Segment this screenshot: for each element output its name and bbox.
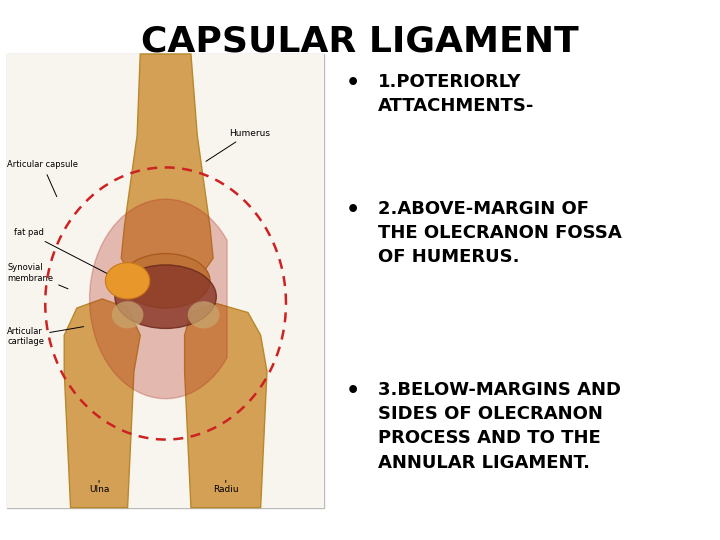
- Text: •: •: [346, 381, 360, 401]
- Ellipse shape: [121, 254, 210, 308]
- Text: 1.POTERIORLY
ATTACHMENTS-: 1.POTERIORLY ATTACHMENTS-: [378, 73, 534, 115]
- Ellipse shape: [105, 262, 150, 299]
- Bar: [7, 54, 324, 508]
- Bar: [7, 54, 324, 508]
- Text: fat pad: fat pad: [14, 228, 119, 280]
- Polygon shape: [184, 303, 267, 508]
- Ellipse shape: [112, 301, 143, 328]
- Polygon shape: [121, 54, 213, 294]
- Polygon shape: [89, 199, 227, 399]
- Text: Synovial
membrane: Synovial membrane: [7, 264, 68, 289]
- Text: CAPSULAR LIGAMENT: CAPSULAR LIGAMENT: [141, 24, 579, 58]
- Text: Radiu: Radiu: [213, 481, 238, 494]
- Ellipse shape: [188, 301, 220, 328]
- Text: •: •: [346, 73, 360, 93]
- Ellipse shape: [115, 265, 216, 328]
- Text: Articular capsule: Articular capsule: [7, 160, 78, 197]
- Text: 2.ABOVE-MARGIN OF
THE OLECRANON FOSSA
OF HUMERUS.: 2.ABOVE-MARGIN OF THE OLECRANON FOSSA OF…: [378, 200, 622, 266]
- Polygon shape: [64, 299, 140, 508]
- Text: •: •: [346, 200, 360, 220]
- Text: 3.BELOW-MARGINS AND
SIDES OF OLECRANON
PROCESS AND TO THE
ANNULAR LIGAMENT.: 3.BELOW-MARGINS AND SIDES OF OLECRANON P…: [378, 381, 621, 471]
- Text: Humerus: Humerus: [206, 129, 270, 161]
- Text: Articular
cartilage: Articular cartilage: [7, 327, 84, 346]
- Text: Ulna: Ulna: [89, 481, 109, 494]
